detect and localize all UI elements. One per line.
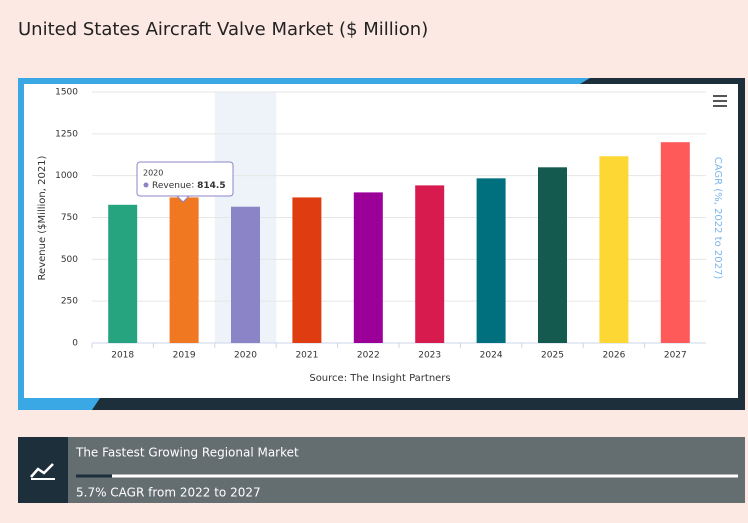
bar [108, 204, 138, 343]
tooltip-pointer [175, 195, 191, 203]
tooltip-series-name: Revenue [152, 181, 192, 191]
x-tick-label: 2025 [541, 351, 564, 361]
x-tick-label: 2022 [357, 351, 380, 361]
bar [415, 185, 445, 343]
bar [353, 192, 383, 343]
bar [476, 178, 506, 343]
bar [292, 197, 322, 343]
x-tick-label: 2018 [111, 351, 134, 361]
tooltip-dot [143, 182, 149, 188]
trend-icon [30, 463, 54, 478]
x-tick-label: 2024 [480, 351, 503, 361]
x-tick-label: 2021 [295, 351, 318, 361]
bar [599, 156, 629, 343]
x-tick-label: 2026 [602, 351, 625, 361]
tooltip-category: 2020 [143, 169, 163, 178]
panel [68, 437, 745, 503]
x-tick-label: 2019 [173, 351, 196, 361]
bar [538, 167, 567, 343]
y-tick-label: 750 [61, 213, 78, 223]
y-axis-label: Revenue ($Million, 2021) [37, 155, 48, 280]
tooltip-value: 814.5 [197, 181, 225, 191]
y-tick-label: 500 [61, 255, 78, 265]
menu-icon[interactable] [713, 95, 727, 107]
x-tick-label: 2027 [664, 351, 687, 361]
tooltip-text: Revenue: 814.5 [152, 181, 226, 191]
x-tick-label: 2020 [234, 351, 257, 361]
y-tick-label: 1000 [55, 171, 78, 181]
panel-text: 5.7% CAGR from 2022 to 2027 [76, 486, 261, 500]
y-tick-label: 0 [72, 339, 78, 349]
tooltip-box [136, 161, 234, 197]
page-title: United States Aircraft Valve Market ($ M… [18, 19, 428, 40]
x-tick-label: 2023 [418, 351, 441, 361]
y-tick-label: 1500 [55, 88, 78, 98]
panel-icon-box [18, 437, 68, 503]
y2-axis-label: CAGR (%, 2022 to 2027) [712, 157, 723, 280]
panel-heading: The Fastest Growing Regional Market [75, 446, 299, 460]
source: Source: The Insight Partners [309, 373, 450, 384]
y-tick-label: 250 [61, 297, 78, 307]
tooltip: 2020 Revenue: 814.5 [136, 161, 234, 203]
bar [660, 142, 690, 343]
y-tick-label: 1250 [55, 129, 78, 139]
bar [231, 206, 260, 343]
bar [169, 197, 199, 343]
